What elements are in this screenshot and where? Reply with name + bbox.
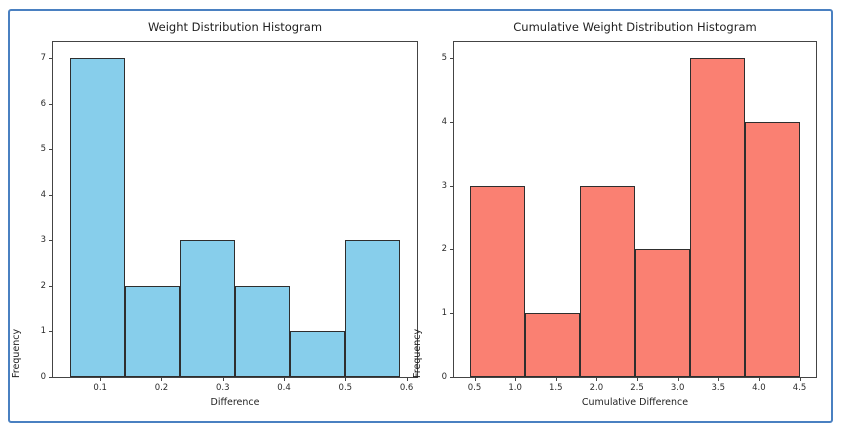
x-tick-mark xyxy=(284,377,286,381)
y-tick-mark xyxy=(49,377,53,378)
x-tick-mark xyxy=(100,377,102,381)
y-axis-label: Frequency xyxy=(412,328,423,378)
y-tick-label: 4 xyxy=(40,189,46,200)
x-tick-label: 3.5 xyxy=(711,383,726,393)
y-tick-label: 2 xyxy=(441,244,447,255)
y-tick-mark xyxy=(450,57,454,59)
y-tick-label: 1 xyxy=(441,308,447,319)
y-tick-label: 4 xyxy=(441,116,447,127)
y-tick-label: 7 xyxy=(40,52,46,63)
chart-title: Weight Distribution Histogram xyxy=(147,20,323,34)
x-tick-label: 1.5 xyxy=(549,383,563,393)
x-axis-label: Cumulative Difference xyxy=(581,397,689,408)
y-axis-label: Frequency xyxy=(11,328,22,378)
histogram-bar xyxy=(580,185,635,377)
y-tick-mark xyxy=(450,377,454,378)
x-tick-mark xyxy=(406,377,408,381)
y-tick-label: 5 xyxy=(40,144,46,155)
histogram-bar xyxy=(124,285,180,377)
y-tick-mark xyxy=(49,57,53,59)
weight-distribution-chart: Weight Distribution Histogram Frequency … xyxy=(11,20,418,408)
x-tick-label: 0.4 xyxy=(277,383,291,393)
x-tick-mark xyxy=(515,377,517,381)
y-tick-label: 0 xyxy=(441,372,447,382)
x-tick-mark xyxy=(474,377,476,381)
histogram-bar xyxy=(470,185,526,377)
y-tick-mark xyxy=(49,103,53,105)
histogram-bar xyxy=(235,285,291,377)
x-tick-label: 0.5 xyxy=(467,383,482,393)
x-tick-label: 0.3 xyxy=(215,383,230,393)
x-axis-label: Difference xyxy=(210,397,260,408)
plot-area: 0.5 1.0 1.5 2.0 2.5 3.0 3.5 4.0 4.5 0 1 2 3 4 5 xyxy=(442,41,817,393)
x-tick-mark xyxy=(222,377,224,381)
x-tick-label: 0.2 xyxy=(154,383,169,393)
y-tick-mark xyxy=(450,249,454,251)
y-tick-label: 3 xyxy=(40,235,46,246)
y-tick-label: 2 xyxy=(40,280,46,291)
x-tick-mark xyxy=(555,377,557,381)
y-tick-label: 6 xyxy=(40,98,46,109)
histogram-bar xyxy=(345,240,401,377)
x-tick-label: 2.0 xyxy=(589,383,604,393)
y-tick-label: 5 xyxy=(441,52,447,63)
y-tick-mark xyxy=(49,149,53,151)
y-tick-mark xyxy=(49,285,53,287)
histogram-bar xyxy=(689,57,745,377)
y-tick-mark xyxy=(450,313,454,315)
x-tick-mark xyxy=(345,377,347,381)
y-tick-mark xyxy=(49,331,53,333)
y-tick-label: 3 xyxy=(441,180,447,191)
chart-title: Cumulative Weight Distribution Histogram xyxy=(513,20,757,34)
histogram-bar xyxy=(635,249,690,377)
x-tick-label: 4.5 xyxy=(792,383,807,393)
x-tick-label: 2.5 xyxy=(630,383,644,393)
y-tick-mark xyxy=(49,240,53,242)
y-tick-mark xyxy=(450,185,454,187)
histogram-bar xyxy=(744,121,800,377)
x-tick-label: 4.0 xyxy=(752,383,766,393)
y-tick-mark xyxy=(450,121,454,123)
x-tick-label: 3.0 xyxy=(670,383,685,393)
x-tick-mark xyxy=(161,377,163,381)
y-tick-mark xyxy=(49,194,53,196)
y-tick-label: 0 xyxy=(40,372,46,382)
histogram-bar xyxy=(179,240,235,377)
plot-area: 0.1 0.2 0.3 0.4 0.5 0.6 0 1 2 3 4 5 6 7 xyxy=(41,41,418,393)
histogram-bar xyxy=(525,313,581,377)
histogram-bar xyxy=(69,57,125,377)
x-tick-mark xyxy=(677,377,679,381)
x-tick-mark xyxy=(718,377,720,381)
x-tick-mark xyxy=(637,377,639,381)
histogram-bar xyxy=(290,331,346,377)
x-tick-mark xyxy=(758,377,760,381)
x-tick-label: 0.6 xyxy=(399,383,414,393)
cumulative-weight-distribution-chart: Cumulative Weight Distribution Histogram… xyxy=(412,20,817,408)
x-tick-mark xyxy=(799,377,801,381)
x-tick-label: 0.5 xyxy=(338,383,353,393)
x-tick-label: 0.1 xyxy=(93,383,107,393)
y-tick-label: 1 xyxy=(40,326,46,337)
x-tick-mark xyxy=(596,377,598,381)
x-tick-label: 1.0 xyxy=(508,383,522,393)
